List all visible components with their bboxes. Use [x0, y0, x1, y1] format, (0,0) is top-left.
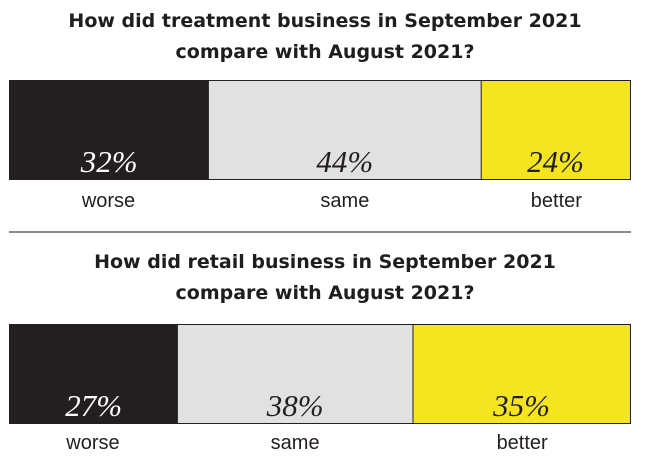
chart-title-line: compare with August 2021? — [175, 282, 475, 304]
chart-title: How did retail business in September 202… — [0, 247, 650, 309]
category-labels: worse same better — [65, 432, 548, 454]
chart-title-line: compare with August 2021? — [175, 41, 475, 63]
chart-title-line: How did treatment business in September … — [68, 10, 582, 32]
stacked-bar-svg: 32% 44% 24% — [10, 81, 630, 179]
value-label-worse: 27% — [65, 388, 122, 423]
category-label-better: better — [497, 432, 548, 454]
retail-chart: How did retail business in September 202… — [0, 238, 650, 457]
treatment-chart: How did treatment business in September … — [0, 0, 650, 226]
chart-title-line: How did retail business in September 202… — [94, 251, 556, 273]
stacked-bar: 32% 44% 24% — [9, 80, 631, 180]
section-divider — [9, 231, 631, 233]
value-label-better: 24% — [527, 144, 584, 179]
value-label-worse: 32% — [80, 144, 138, 179]
category-label-worse: worse — [65, 432, 119, 454]
bar-segment-worse — [10, 81, 209, 179]
category-label-same: same — [271, 432, 320, 454]
bar-segment-better — [413, 325, 630, 423]
bar-segment-worse — [10, 325, 178, 423]
chart-title: How did treatment business in September … — [0, 6, 650, 68]
bar-segment-better — [481, 81, 630, 179]
stacked-bar: 27% 38% 35% — [9, 324, 631, 424]
value-label-same: 38% — [266, 388, 324, 423]
category-labels: worse same better — [81, 190, 582, 212]
bar-segment-same — [208, 81, 482, 179]
category-label-better: better — [531, 190, 582, 212]
bar-segment-same — [177, 325, 413, 423]
value-label-same: 44% — [316, 144, 373, 179]
value-label-better: 35% — [492, 388, 550, 423]
category-label-worse: worse — [81, 190, 135, 212]
category-label-same: same — [320, 190, 369, 212]
stacked-bar-svg: 27% 38% 35% — [10, 325, 630, 423]
